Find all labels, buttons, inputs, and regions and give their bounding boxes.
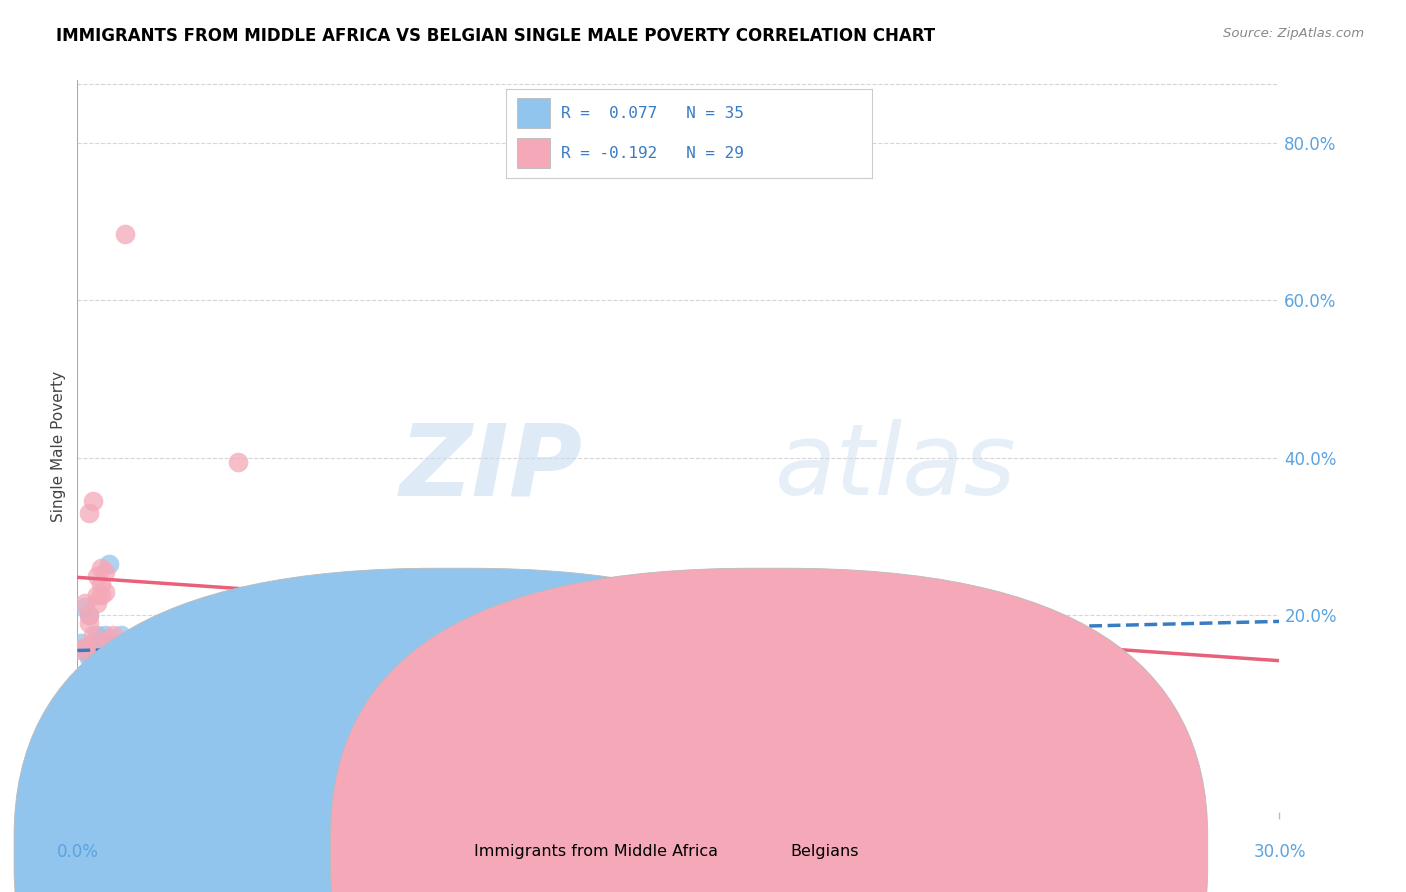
Point — [82, 494, 104, 508]
Point — [94, 584, 117, 599]
Point — [467, 648, 489, 663]
Point — [86, 643, 108, 657]
Point — [79, 608, 101, 623]
Point — [467, 624, 489, 638]
Point — [226, 455, 249, 469]
Point — [86, 589, 108, 603]
Point — [90, 561, 112, 575]
Point — [75, 640, 97, 654]
Point — [82, 643, 104, 657]
Point — [79, 506, 101, 520]
Point — [75, 600, 97, 615]
Point — [94, 635, 117, 649]
Point — [98, 655, 121, 669]
Point — [70, 643, 93, 657]
Text: IMMIGRANTS FROM MIDDLE AFRICA VS BELGIAN SINGLE MALE POVERTY CORRELATION CHART: IMMIGRANTS FROM MIDDLE AFRICA VS BELGIAN… — [56, 27, 935, 45]
Point — [131, 643, 153, 657]
Point — [75, 643, 97, 657]
Point — [103, 643, 125, 657]
Text: atlas: atlas — [775, 419, 1017, 516]
Text: Immigrants from Middle Africa: Immigrants from Middle Africa — [474, 845, 718, 859]
Point — [94, 565, 117, 579]
Point — [110, 651, 132, 665]
Point — [79, 651, 101, 665]
Point — [110, 628, 132, 642]
Point — [94, 651, 117, 665]
Point — [98, 557, 121, 571]
Point — [98, 643, 121, 657]
Text: ZIP: ZIP — [399, 419, 582, 516]
Text: Source: ZipAtlas.com: Source: ZipAtlas.com — [1223, 27, 1364, 40]
Point — [114, 687, 136, 701]
Point — [110, 675, 132, 690]
Point — [146, 675, 169, 690]
Point — [86, 568, 108, 582]
Point — [79, 648, 101, 662]
Point — [387, 648, 409, 663]
Point — [107, 671, 129, 685]
Point — [86, 596, 108, 610]
Point — [118, 690, 141, 705]
Text: 30.0%: 30.0% — [1253, 843, 1306, 861]
Point — [90, 632, 112, 646]
Point — [79, 608, 101, 623]
Point — [1069, 648, 1091, 663]
Text: Belgians: Belgians — [790, 845, 859, 859]
Point — [127, 643, 149, 657]
Point — [79, 615, 101, 630]
Point — [98, 632, 121, 646]
Bar — [517, 98, 550, 128]
Point — [86, 628, 108, 642]
Point — [82, 655, 104, 669]
Bar — [517, 138, 550, 168]
Point — [114, 227, 136, 241]
Point — [307, 643, 329, 657]
Point — [98, 643, 121, 657]
Point — [868, 628, 890, 642]
Point — [82, 635, 104, 649]
Point — [267, 615, 290, 630]
Point — [90, 643, 112, 657]
Point — [75, 596, 97, 610]
Point — [70, 635, 93, 649]
Y-axis label: Single Male Poverty: Single Male Poverty — [51, 370, 66, 522]
Point — [114, 643, 136, 657]
Point — [134, 706, 156, 721]
Point — [107, 640, 129, 654]
Point — [103, 628, 125, 642]
Point — [82, 640, 104, 654]
Point — [103, 667, 125, 681]
Text: R =  0.077   N = 35: R = 0.077 N = 35 — [561, 106, 744, 120]
Point — [90, 576, 112, 591]
Point — [82, 628, 104, 642]
Text: 0.0%: 0.0% — [56, 843, 98, 861]
Point — [90, 589, 112, 603]
Point — [86, 659, 108, 673]
Point — [94, 628, 117, 642]
Point — [107, 643, 129, 657]
Text: R = -0.192   N = 29: R = -0.192 N = 29 — [561, 146, 744, 161]
